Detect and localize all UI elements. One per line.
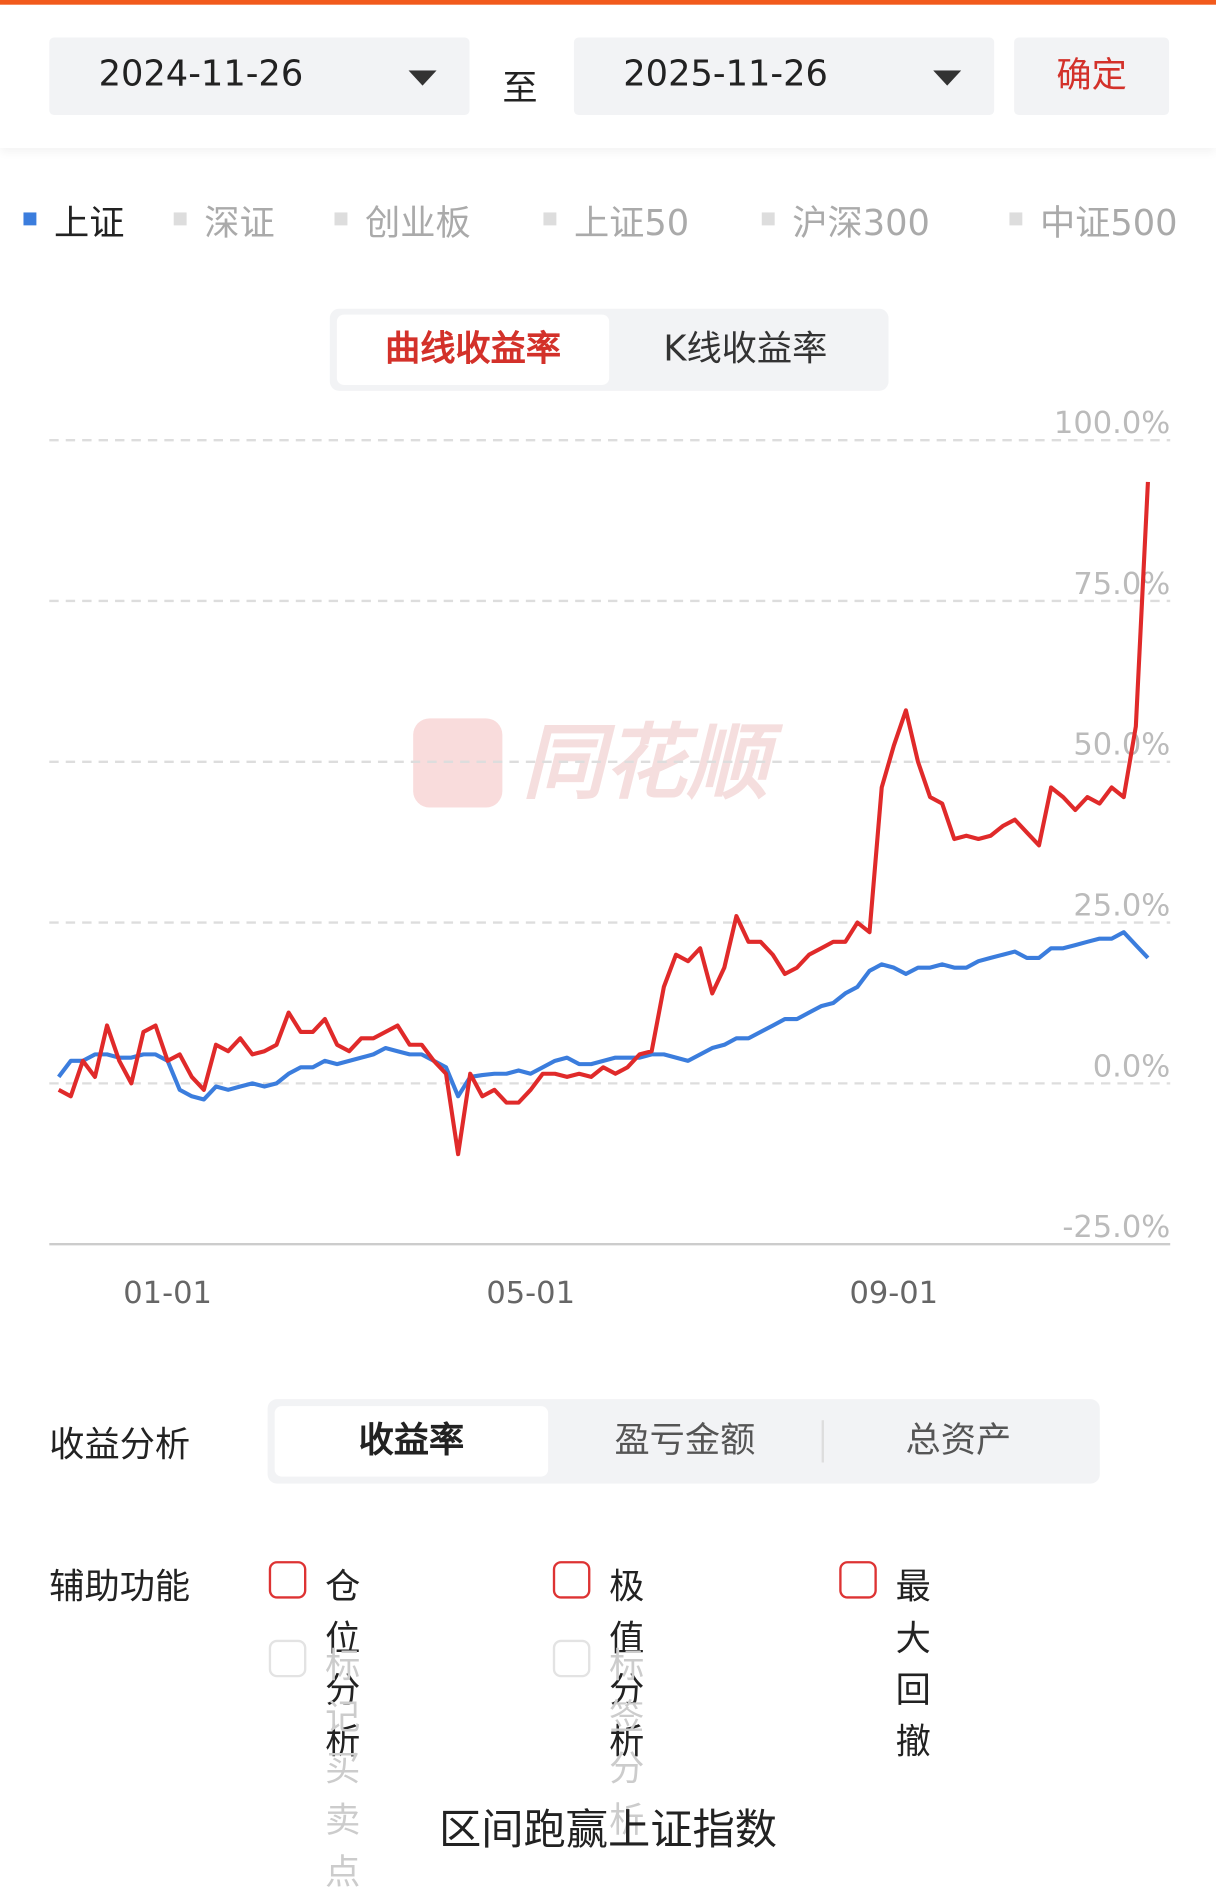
tab-active[interactable]: 曲线收益率 <box>336 314 610 385</box>
analysis-tab[interactable]: 总资产 <box>905 1420 1012 1462</box>
index-tab-marker <box>173 212 187 226</box>
checkbox-label-disabled: 标签分析 <box>609 1645 645 1842</box>
analysis-tabs: 收益率 盈亏金额 总资产 <box>267 1399 1100 1484</box>
index-tab[interactable]: 创业板 <box>365 203 471 245</box>
y-tick-label: 0.0% <box>1093 1049 1171 1084</box>
index-tab-marker <box>543 212 557 226</box>
analysis-tab-active[interactable]: 收益率 <box>274 1406 549 1477</box>
separator: 至 <box>502 68 538 110</box>
checkbox-label: 仓位分析 <box>325 1566 361 1763</box>
index-tab-marker <box>23 212 37 226</box>
chart: 同花顺 -25.0% 0.0% 25.0% 50.0% 75.0% 100.0% 01-01… <box>49 406 1171 1311</box>
start-text: 2024-11-26 <box>98 53 304 96</box>
end-text: 2025-11-26 <box>623 53 828 96</box>
index-tab-marker <box>1009 212 1023 226</box>
index-tab[interactable]: 上证50 <box>573 203 690 245</box>
checkbox-label: 极值分析 <box>609 1566 645 1763</box>
index-tab[interactable]: 沪深300 <box>792 203 930 245</box>
checkbox[interactable] <box>268 1561 307 1599</box>
tools-label: 辅助功能 <box>49 1566 191 1609</box>
checkbox-disabled <box>552 1639 591 1678</box>
x-tick-label: 01-01 <box>123 1276 212 1311</box>
watermark-logo <box>413 718 503 808</box>
y-tick-label: 50.0% <box>1073 728 1170 763</box>
section-title: 区间跑赢上证指数 <box>438 1806 778 1855</box>
analysis-tab[interactable]: 盈亏金额 <box>614 1420 756 1462</box>
analysis-label: 收益分析 <box>49 1424 191 1467</box>
chart-mode-tabs: 曲线收益率 K线收益率 <box>329 308 889 391</box>
start-date[interactable]: 2024-11-26 <box>49 37 470 116</box>
index-tabs: 上证 深证 创业板 上证50 沪深300 中证500 <box>0 194 1216 246</box>
top-bar <box>0 0 1216 5</box>
checkbox[interactable] <box>839 1561 877 1599</box>
watermark: 同花顺 <box>522 716 783 811</box>
x-tick-label: 05-01 <box>486 1276 575 1311</box>
y-tick-label: 25.0% <box>1073 889 1170 924</box>
dropdown-icon <box>933 70 962 86</box>
y-tick-label: 100.0% <box>1054 406 1170 441</box>
y-tick-label: 75.0% <box>1073 567 1170 602</box>
index-tab[interactable]: 深证 <box>204 203 275 245</box>
tab[interactable]: K线收益率 <box>663 328 828 370</box>
series-line <box>57 930 1150 1102</box>
divider <box>821 1420 824 1463</box>
end-date[interactable]: 2025-11-26 <box>573 37 995 116</box>
series-line <box>57 481 1150 1157</box>
confirm-button[interactable]: 确定 <box>1014 37 1170 116</box>
dropdown-icon <box>408 70 437 86</box>
index-tab-marker <box>761 212 775 226</box>
index-tab-marker <box>334 212 348 226</box>
checkbox-label: 最大回撤 <box>895 1566 931 1763</box>
index-tab[interactable]: 上证 <box>53 203 125 245</box>
checkbox-disabled <box>268 1639 307 1678</box>
checkbox[interactable] <box>552 1561 591 1599</box>
x-tick-label: 09-01 <box>849 1276 938 1311</box>
y-tick-label: -25.0% <box>1062 1210 1170 1245</box>
index-tab[interactable]: 中证500 <box>1039 203 1178 245</box>
